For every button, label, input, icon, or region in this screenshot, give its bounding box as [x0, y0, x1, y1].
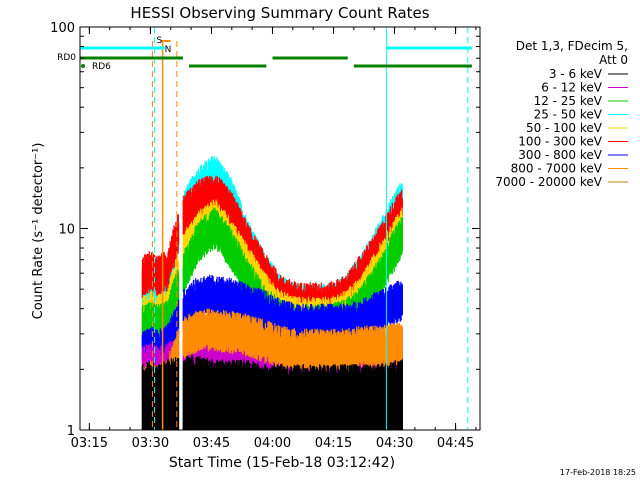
legend-entry-label: 3 - 6 keV: [549, 67, 603, 81]
legend-entry-label: 300 - 800 keV: [518, 148, 602, 162]
y-tick-label: 100: [50, 21, 75, 36]
y-axis-label: Count Rate (s⁻¹ detector⁻¹): [31, 143, 46, 320]
data-layer: [141, 156, 403, 430]
series-trace: [141, 274, 403, 372]
x-tick-label: 03:30: [132, 436, 169, 451]
legend-entry-label: 12 - 25 keV: [534, 94, 603, 108]
flag-rd6-label: RD6: [92, 62, 111, 72]
flag-s-label: S: [157, 36, 163, 46]
legend-entry-label: 100 - 300 keV: [518, 135, 602, 149]
flag-rd0-label: RD0: [57, 53, 76, 63]
x-tick-label: 04:45: [437, 436, 474, 451]
y-tick-label: 10: [58, 223, 75, 238]
x-tick-label: 04:00: [254, 436, 291, 451]
x-tick-label: 04:15: [315, 436, 352, 451]
x-tick-label: 03:15: [71, 436, 108, 451]
legend-header-line-2: Att 0: [599, 53, 628, 67]
series-trace: [141, 354, 403, 430]
flag-n-label: N: [165, 45, 172, 55]
x-axis-label: Start Time (15-Feb-18 03:12:42): [169, 455, 395, 471]
timestamp: 17-Feb-2018 18:25: [560, 468, 636, 477]
x-tick-label: 04:30: [376, 436, 413, 451]
x-tick-label: 03:45: [193, 436, 230, 451]
chart-title: HESSI Observing Summary Count Rates: [130, 4, 429, 22]
y-tick-label: 1: [67, 424, 75, 439]
legend-entry-label: 6 - 12 keV: [541, 81, 603, 95]
flag-rd6-dot: [81, 64, 85, 68]
ticks-layer: 03:15 03:30 03:45 04:00 04:15 04:30 04:45 1 10 10…: [50, 21, 480, 451]
series-300-800-kev: [141, 274, 403, 372]
legend-entry-label: 7000 - 20000 keV: [495, 175, 602, 189]
series-3-6-kev: [141, 354, 403, 430]
legend-entry-label: 800 - 7000 keV: [511, 162, 603, 176]
legend-entry-label: 25 - 50 keV: [534, 108, 603, 122]
legend-header-line-1: Det 1,3, FDecim 5,: [516, 39, 628, 53]
legend-entry-label: 50 - 100 keV: [526, 121, 603, 135]
